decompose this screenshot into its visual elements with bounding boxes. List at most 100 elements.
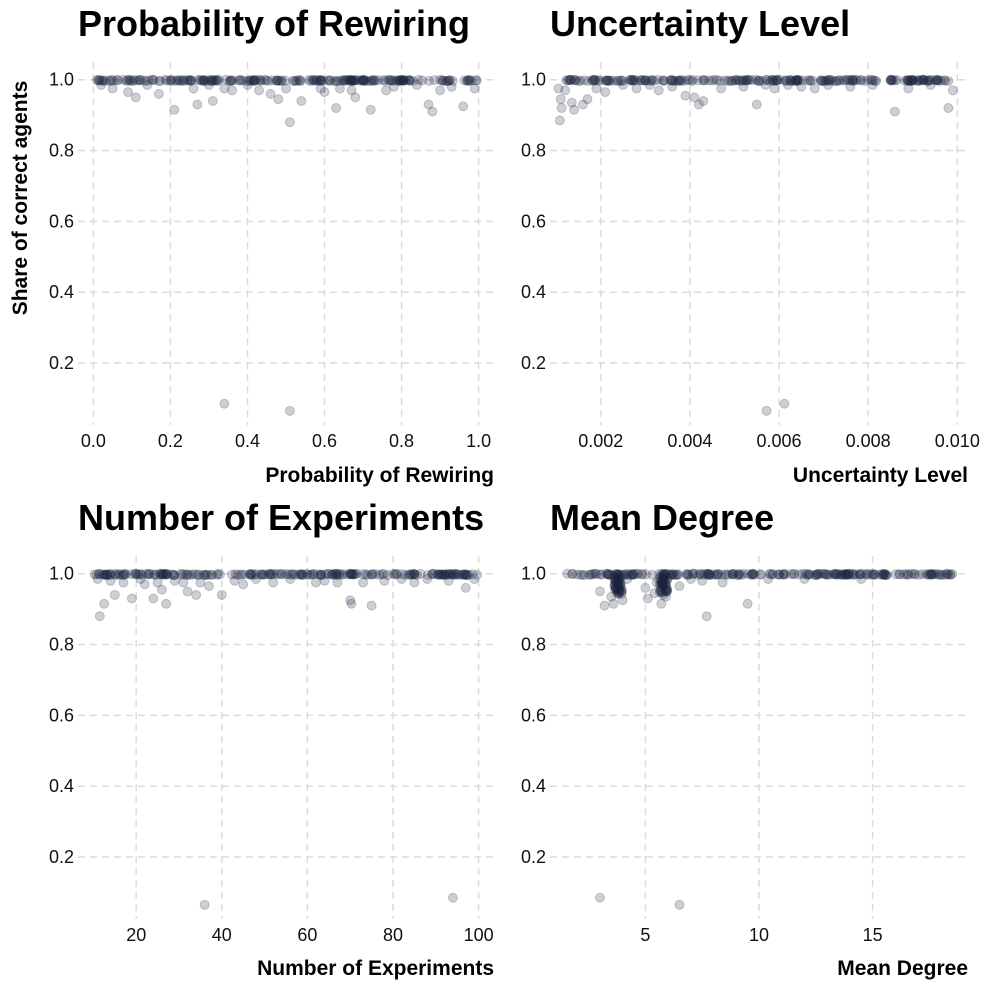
- data-point: [855, 75, 866, 86]
- data-point: [768, 75, 779, 86]
- data-point: [636, 569, 647, 580]
- data-point: [900, 569, 911, 580]
- data-point: [711, 569, 722, 580]
- data-point: [297, 569, 308, 580]
- data-point: [744, 74, 755, 85]
- data-point: [658, 75, 669, 86]
- data-point: [606, 569, 617, 580]
- data-point: [604, 569, 615, 580]
- data-point: [936, 569, 947, 580]
- data-point: [441, 569, 452, 580]
- data-point: [168, 570, 179, 581]
- data-point: [866, 75, 877, 86]
- data-point: [206, 569, 217, 580]
- data-point: [126, 569, 137, 580]
- data-point: [626, 75, 637, 86]
- data-point: [126, 593, 137, 604]
- data-point: [118, 577, 129, 588]
- data-point: [100, 75, 111, 86]
- data-point: [280, 75, 291, 86]
- chart-title: Probability of Rewiring: [78, 3, 470, 44]
- data-point: [383, 75, 394, 86]
- data-point: [567, 568, 578, 579]
- data-point: [840, 568, 851, 579]
- data-point: [320, 569, 331, 580]
- data-point: [105, 568, 116, 579]
- data-point: [429, 75, 440, 86]
- data-point: [444, 75, 455, 86]
- data-point: [934, 570, 945, 581]
- data-point: [927, 569, 938, 580]
- data-point: [841, 74, 852, 85]
- data-point: [411, 80, 422, 91]
- data-point: [925, 569, 936, 580]
- data-point: [338, 75, 349, 86]
- data-point: [174, 75, 185, 86]
- data-point: [891, 74, 902, 85]
- data-point: [751, 99, 762, 110]
- data-point: [756, 569, 767, 580]
- data-point: [831, 568, 842, 579]
- data-point: [203, 569, 214, 580]
- data-point: [105, 569, 116, 580]
- data-point: [848, 75, 859, 86]
- data-point: [609, 581, 620, 592]
- data-point: [186, 75, 197, 86]
- data-point: [913, 569, 924, 580]
- chart-title: Uncertainty Level: [550, 3, 850, 44]
- data-point: [760, 80, 771, 91]
- data-point: [445, 568, 456, 579]
- data-point: [322, 75, 333, 86]
- data-point: [389, 569, 400, 580]
- data-point: [161, 598, 172, 609]
- data-point: [611, 584, 622, 595]
- data-point: [935, 75, 946, 86]
- data-point: [641, 75, 652, 86]
- data-point: [466, 75, 477, 86]
- data-point: [731, 74, 742, 85]
- data-point: [720, 569, 731, 580]
- data-point: [804, 75, 815, 86]
- data-point: [125, 74, 136, 85]
- data-point: [312, 569, 323, 580]
- data-point: [614, 586, 625, 597]
- data-point: [802, 75, 813, 86]
- data-point: [802, 570, 813, 581]
- data-point: [259, 569, 270, 580]
- data-point: [908, 75, 919, 86]
- data-point: [603, 75, 614, 86]
- data-point: [357, 75, 368, 86]
- data-point: [301, 568, 312, 579]
- data-point: [834, 75, 845, 86]
- data-point: [796, 81, 807, 92]
- data-point: [156, 584, 167, 595]
- data-point: [448, 569, 459, 580]
- data-point: [812, 568, 823, 579]
- data-point: [315, 83, 326, 94]
- data-point: [181, 569, 192, 580]
- data-point: [785, 569, 796, 580]
- data-point: [233, 75, 244, 86]
- data-point: [123, 87, 134, 98]
- data-point: [903, 569, 914, 580]
- data-point: [150, 569, 161, 580]
- data-point: [685, 574, 696, 585]
- data-point: [362, 570, 373, 581]
- data-point: [929, 75, 940, 86]
- data-point: [799, 574, 810, 585]
- data-point: [712, 568, 723, 579]
- data-point: [757, 75, 768, 86]
- data-point: [614, 574, 625, 585]
- data-point: [625, 570, 636, 581]
- data-point: [609, 574, 620, 585]
- data-point: [150, 569, 161, 580]
- data-point: [596, 569, 607, 580]
- data-point: [595, 569, 606, 580]
- data-point: [356, 75, 367, 86]
- data-point: [555, 94, 566, 105]
- data-point: [373, 75, 384, 86]
- data-point: [876, 569, 887, 580]
- data-point: [627, 569, 638, 580]
- data-point: [182, 75, 193, 86]
- data-point: [734, 569, 745, 580]
